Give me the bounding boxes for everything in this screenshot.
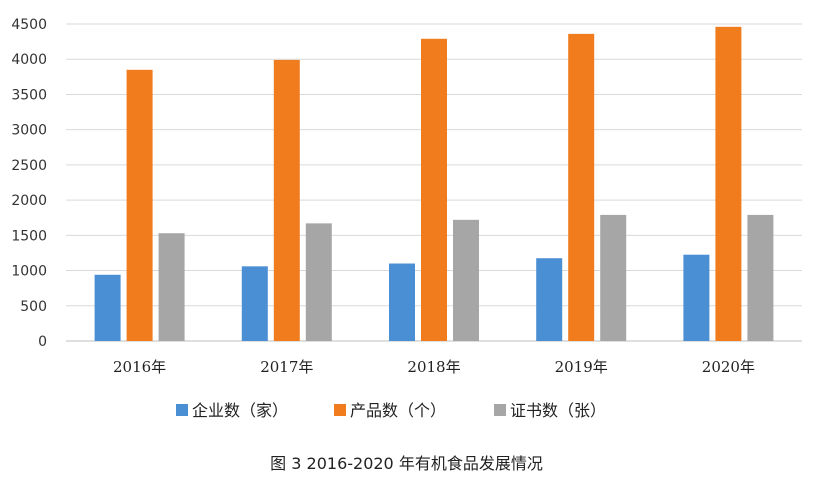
legend: 企业数（家） 产品数（个） 证书数（张）	[176, 401, 606, 420]
y-tick-label: 3000	[11, 123, 47, 139]
y-tick-label: 500	[20, 299, 47, 315]
legend-label: 企业数（家）	[192, 401, 288, 420]
bar-2-1	[126, 69, 153, 342]
bar-2-2	[273, 59, 300, 341]
x-tick-label: 2019年	[555, 358, 608, 376]
y-tick-label: 4000	[11, 52, 47, 68]
figure-caption: 图 3 2016-2020 年有机食品发展情况	[270, 454, 543, 473]
bar-3-1	[158, 233, 185, 341]
bar-2-4	[568, 33, 595, 342]
bar-3-2	[305, 223, 332, 341]
x-axis-ticks: 2016年 2017年 2018年 2019年 2020年	[113, 358, 755, 376]
y-tick-label: 0	[38, 334, 47, 350]
bars	[94, 26, 774, 342]
bar-1-2	[241, 266, 268, 341]
y-tick-label: 2000	[11, 193, 47, 209]
y-tick-label: 4500	[11, 17, 47, 33]
y-tick-label: 1500	[11, 228, 47, 244]
x-tick-label: 2020年	[702, 358, 755, 376]
y-axis-ticks: 0 500 1000 1500 2000 2500 3000 3500 4000 4500	[11, 17, 47, 350]
legend-swatch	[334, 404, 346, 416]
bar-2-5	[715, 26, 742, 341]
y-tick-label: 3500	[11, 87, 47, 103]
legend-swatch	[176, 404, 188, 416]
bar-3-3	[453, 219, 479, 341]
bar-3-4	[600, 214, 627, 341]
bar-1-5	[683, 254, 710, 341]
legend-label: 证书数（张）	[510, 401, 606, 420]
bar-1-4	[536, 258, 563, 341]
y-tick-label: 2500	[11, 158, 47, 174]
bar-1-1	[94, 274, 121, 341]
chart: 0 500 1000 1500 2000 2500 3000 3500 4000 4500 201…	[11, 17, 802, 420]
y-tick-label: 1000	[11, 264, 47, 280]
x-tick-label: 2017年	[260, 358, 313, 376]
legend-swatch	[494, 404, 506, 416]
bar-1-3	[389, 263, 415, 341]
bar-2-3	[421, 38, 447, 341]
x-tick-label: 2016年	[113, 358, 166, 376]
bar-3-5	[747, 214, 774, 341]
x-tick-label: 2018年	[407, 358, 460, 376]
legend-label: 产品数（个）	[350, 401, 446, 420]
